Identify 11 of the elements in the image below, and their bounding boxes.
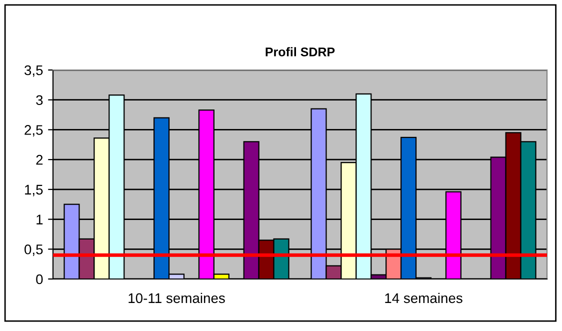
y-tick-label: 2 <box>36 154 43 165</box>
x-tick-label: 14 semaines <box>385 292 462 304</box>
y-tick-label: 1,5 <box>25 184 43 196</box>
y-tick-label: 0 <box>36 274 43 284</box>
y-tick-label: 3 <box>36 95 43 106</box>
chart-title: Profil SDRP <box>266 47 335 56</box>
y-tick-label: 3,5 <box>24 65 43 77</box>
x-tick-label: 10-11 semaines <box>128 292 225 304</box>
y-tick-label: 2,5 <box>24 125 43 137</box>
y-tick-label: 0,5 <box>24 244 43 256</box>
y-tick-label: 1 <box>36 214 43 224</box>
